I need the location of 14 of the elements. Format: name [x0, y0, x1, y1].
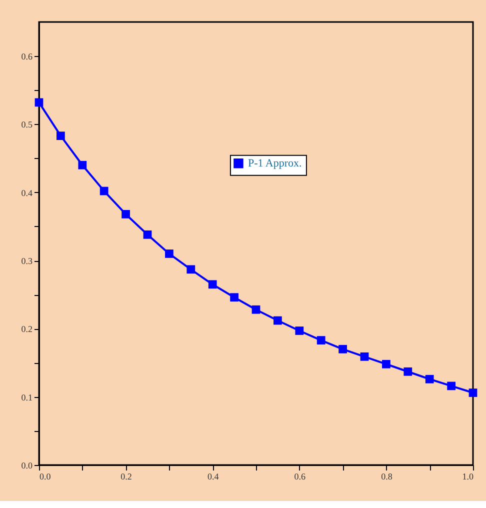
y-tick-label: 0.2: [21, 324, 32, 334]
y-tick-label: 0.5: [21, 120, 33, 130]
x-tick-label: 0.8: [381, 472, 393, 482]
x-tick-label: 0.4: [207, 472, 220, 482]
x-tick-label: 1.0: [462, 472, 474, 482]
x-tick-label: 0.0: [40, 472, 52, 482]
y-tick-label: 0.3: [21, 256, 33, 266]
y-tick-label: 0.6: [21, 52, 33, 62]
y-tick-label: 0.0: [21, 460, 33, 470]
x-tick-label: 0.2: [120, 472, 132, 482]
legend-label: P-1 Approx.: [248, 157, 302, 170]
y-tick-label: 0.1: [21, 392, 32, 402]
x-tick-label: 0.6: [294, 472, 306, 482]
y-tick-label: 0.4: [21, 188, 33, 198]
